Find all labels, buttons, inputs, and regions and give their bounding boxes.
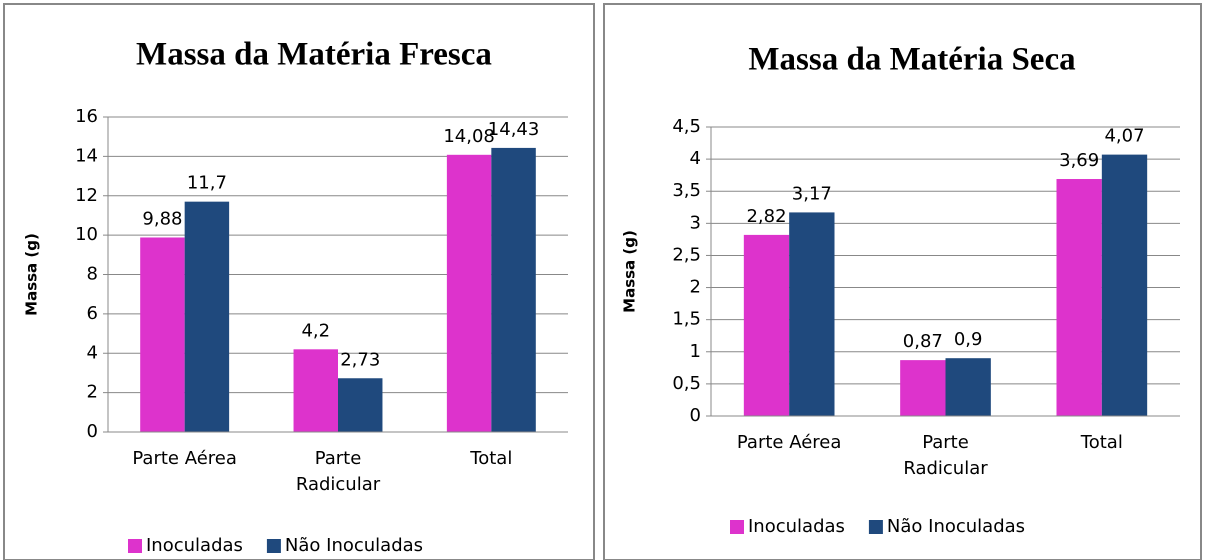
chart-title: Massa da Matéria Fresca xyxy=(136,37,492,73)
x-tick-label: Parte Aérea xyxy=(736,432,842,453)
y-tick-label: 16 xyxy=(75,106,98,127)
x-tick-group: Parte Radicular xyxy=(903,432,988,479)
y-tick-label: 0 xyxy=(87,421,98,442)
y-tick-label: 12 xyxy=(75,185,98,206)
panel xyxy=(603,3,1202,560)
legend-swatch xyxy=(868,520,883,534)
x-tick-group: Total xyxy=(1080,432,1123,453)
y-tick-label: 1 xyxy=(690,341,701,362)
legend-label: Inoculadas xyxy=(146,535,243,556)
x-tick-label: Total xyxy=(1080,432,1123,453)
bar xyxy=(338,378,383,432)
chart-title: Massa da Matéria Seca xyxy=(748,42,1075,78)
x-tick-group: Parte Radicular xyxy=(295,448,381,495)
y-tick-label: 14 xyxy=(75,145,98,166)
data-label: 11,7 xyxy=(187,173,227,194)
bar xyxy=(743,234,790,416)
y-tick-label: 3,5 xyxy=(672,180,701,201)
data-label: 3,69 xyxy=(1059,150,1099,171)
data-label: 9,88 xyxy=(142,208,182,229)
bar xyxy=(945,358,991,416)
y-tick-label: 1,5 xyxy=(672,309,701,330)
y-tick-label: 6 xyxy=(87,303,98,324)
y-tick-label: 4 xyxy=(690,148,701,169)
data-label: 0,9 xyxy=(954,329,983,350)
y-tick-label: 10 xyxy=(75,224,98,245)
x-tick-group: Total xyxy=(470,448,513,469)
bar xyxy=(900,360,946,416)
data-label: 3,17 xyxy=(792,183,832,204)
data-label: 2,82 xyxy=(746,206,786,227)
legend-label: Não Inoculadas xyxy=(887,516,1025,537)
legend-swatch xyxy=(128,539,142,553)
bar xyxy=(491,147,536,433)
data-label: 4,2 xyxy=(301,320,330,341)
x-tick-label: Parte Radicular xyxy=(903,432,988,479)
y-tick-label: 2 xyxy=(87,382,98,403)
data-label: 4,07 xyxy=(1104,126,1144,147)
bar xyxy=(140,237,185,432)
x-tick-label: Parte Radicular xyxy=(295,448,381,495)
x-tick-label: Parte Aérea xyxy=(132,448,237,469)
data-label: 2,73 xyxy=(340,349,380,370)
bar xyxy=(293,349,338,432)
x-tick-group: Parte Aérea xyxy=(736,432,842,453)
bar xyxy=(1101,154,1148,417)
y-tick-label: 0 xyxy=(690,405,701,426)
y-tick-label: 8 xyxy=(87,264,98,285)
y-tick-label: 0,5 xyxy=(672,373,701,394)
legend-label: Inoculadas xyxy=(748,516,845,537)
y-tick-label: 4 xyxy=(87,342,98,363)
x-tick-label: Total xyxy=(470,448,513,469)
y-axis-label: Massa (g) xyxy=(23,233,41,316)
legend-label: Não Inoculadas xyxy=(285,535,423,556)
data-label: 14,43 xyxy=(488,119,540,140)
legend-swatch xyxy=(266,539,281,553)
y-tick-label: 3 xyxy=(690,212,701,233)
panel xyxy=(3,3,595,560)
y-tick-label: 2,5 xyxy=(672,244,701,265)
data-label: 14,08 xyxy=(443,126,495,147)
y-tick-label: 4,5 xyxy=(672,116,701,137)
legend-swatch xyxy=(730,520,744,534)
y-tick-label: 2 xyxy=(690,277,701,298)
y-axis-label: Massa (g) xyxy=(621,230,639,313)
data-label: 0,87 xyxy=(903,331,943,352)
x-tick-group: Parte Aérea xyxy=(132,448,237,469)
bar xyxy=(446,154,492,433)
bar xyxy=(789,212,835,416)
bar xyxy=(184,201,230,432)
bar xyxy=(1056,179,1102,416)
